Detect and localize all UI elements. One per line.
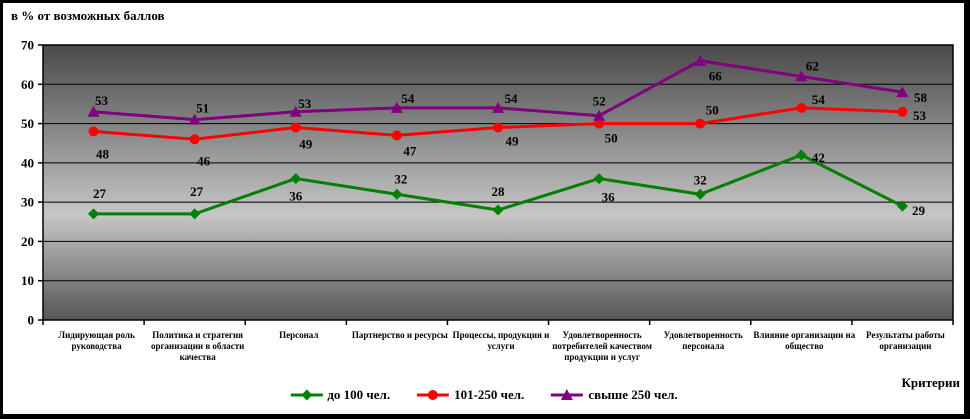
series-1: 27 27 36 32 28 36 32 42 29 [88, 149, 926, 220]
y-tick-label: 20 [21, 234, 34, 249]
diamond-marker [694, 188, 706, 200]
legend-label: 101-250 чел. [454, 387, 525, 402]
diamond-marker [492, 204, 504, 216]
legend-item: 101-250 чел. [416, 387, 524, 403]
legend-marker-circle [417, 390, 450, 400]
data-label: 49 [299, 137, 313, 152]
data-label: 62 [806, 58, 819, 73]
circle-marker [428, 390, 439, 400]
data-label: 29 [912, 203, 926, 218]
x-axis-category-label: Процессы, продукция и услуги [452, 330, 550, 351]
data-label: 53 [298, 96, 312, 111]
data-label: 54 [505, 91, 519, 106]
chart-legend: до 100 чел. 101-250 чел. свыше 250 чел. [289, 387, 678, 403]
legend-item: свыше 250 чел. [550, 387, 678, 403]
triangle-marker [492, 101, 504, 113]
data-label: 50 [706, 103, 719, 118]
series-2: 48 46 49 47 49 50 50 54 53 [88, 92, 927, 168]
y-tick-label: 50 [21, 116, 34, 131]
circle-marker [493, 122, 503, 133]
diamond-marker [391, 188, 403, 200]
y-tick-label: 30 [21, 195, 34, 210]
x-axis-category-label: Влияние организации на общество [753, 330, 856, 351]
circle-marker [897, 106, 908, 117]
data-label: 66 [709, 69, 723, 84]
y-tick-label: 60 [21, 77, 34, 92]
triangle-marker [390, 101, 403, 113]
data-label: 51 [196, 101, 209, 116]
data-label: 49 [506, 134, 520, 149]
diamond-marker [896, 200, 908, 212]
x-axis-category-label: Результаты работы организации [866, 330, 945, 351]
data-label: 28 [492, 184, 506, 199]
triangle-marker [795, 70, 808, 82]
x-axis-category-label: Политика и стратегия организации в облас… [150, 330, 245, 362]
data-label: 36 [289, 189, 303, 204]
data-label: 48 [96, 146, 110, 161]
x-axis-title: Критерии [901, 375, 960, 390]
circle-marker [290, 122, 301, 133]
circle-marker [88, 126, 99, 137]
y-tick-label: 10 [21, 273, 34, 288]
circle-marker [391, 130, 402, 141]
circle-marker [796, 102, 807, 113]
data-label: 46 [197, 153, 211, 168]
diamond-marker [290, 173, 302, 185]
data-label: 53 [913, 108, 927, 123]
x-axis-category-label: Персонал [279, 330, 319, 340]
data-label: 54 [812, 92, 826, 107]
plot-background [42, 44, 954, 321]
triangle-marker [896, 86, 909, 98]
triangle-marker [694, 54, 707, 66]
y-tick-label: 0 [28, 313, 35, 328]
diamond-marker [88, 208, 100, 220]
data-label: 53 [95, 93, 109, 108]
triangle-marker [561, 389, 574, 400]
x-axis-category-label: Удовлетворенность потребителей качеством… [552, 330, 652, 362]
data-label: 27 [93, 186, 107, 201]
x-axis-category-label: Партнерство и ресурсы [351, 330, 448, 340]
triangle-marker [289, 105, 302, 117]
data-label: 52 [593, 94, 606, 109]
y-tick-label: 40 [21, 155, 34, 170]
legend-label: свыше 250 чел. [588, 387, 678, 402]
triangle-marker [87, 105, 100, 117]
circle-marker [594, 118, 605, 129]
y-tick-label: 70 [21, 38, 34, 53]
series-3: 53 51 53 54 54 52 66 62 58 [87, 54, 928, 125]
circle-marker [189, 134, 200, 145]
data-label: 36 [602, 190, 616, 205]
legend-marker-triangle [551, 389, 584, 400]
data-label: 54 [401, 91, 415, 106]
legend-label: до 100 чел. [327, 387, 391, 402]
legend-marker-diamond [290, 389, 323, 401]
diamond-marker [300, 389, 312, 401]
diamond-marker [189, 208, 201, 220]
data-label: 42 [812, 150, 825, 165]
data-label: 32 [394, 171, 407, 186]
triangle-marker [188, 113, 201, 125]
chart-title: в % от возможных баллов [11, 8, 165, 23]
data-label: 32 [694, 172, 707, 187]
x-axis-category-label: Лидирующая роль руководства [58, 330, 135, 351]
data-label: 50 [605, 131, 618, 146]
x-axis-category-label: Удовлетворенность персонала [663, 330, 743, 351]
data-label: 58 [914, 90, 928, 105]
legend-item: до 100 чел. [289, 387, 390, 403]
diamond-marker [795, 149, 807, 161]
circle-marker [695, 118, 706, 129]
data-label: 27 [190, 184, 204, 199]
triangle-marker [593, 109, 606, 121]
data-label: 47 [403, 143, 417, 158]
diamond-marker [593, 173, 605, 185]
